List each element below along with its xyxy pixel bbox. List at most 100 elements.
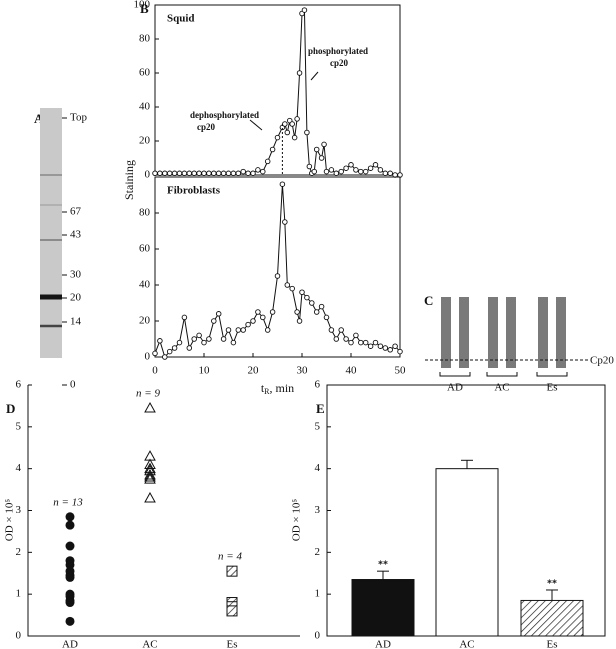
plot-frame (154, 4, 401, 176)
data-point (245, 321, 251, 328)
y-tick-label: 3 (315, 504, 321, 516)
data-point (166, 170, 173, 177)
data-point (306, 163, 313, 170)
data-point (362, 339, 369, 346)
data-point (220, 170, 227, 177)
data-point (353, 167, 359, 173)
data-point (235, 327, 242, 333)
annotation: cp20 (197, 122, 216, 132)
data-point (294, 309, 300, 315)
data-point (201, 170, 207, 177)
data-point (230, 170, 237, 177)
y-tick-label: 20 (139, 315, 151, 327)
y-tick-label: 40 (139, 279, 151, 291)
marker-label: Top (70, 112, 87, 124)
panel-letter: A (34, 111, 44, 126)
plot-frame (154, 176, 401, 358)
data-point (269, 146, 276, 153)
y-tick-label: 0 (145, 169, 151, 181)
data-point (296, 318, 303, 324)
data-point (206, 336, 212, 342)
y-tick-label: 5 (16, 420, 22, 432)
data-point (250, 318, 256, 324)
x-tick-label: 40 (346, 365, 358, 377)
data-point (289, 121, 295, 127)
x-tick-label: AC (459, 639, 474, 649)
marker-label: 14 (70, 316, 82, 328)
data-point (279, 181, 286, 187)
data-point (144, 491, 156, 503)
data-line (154, 184, 401, 358)
data-point (166, 348, 173, 355)
data-point (333, 170, 340, 177)
y-tick-label: 1 (16, 588, 22, 600)
panel-letter: C (424, 293, 433, 308)
x-tick-label: 0 (152, 365, 158, 377)
y-tick-label: 0 (315, 630, 321, 642)
data-point (162, 170, 168, 177)
series-label: Fibroblasts (167, 185, 221, 197)
data-point (343, 336, 349, 342)
gel-band (40, 324, 62, 328)
data-point (196, 332, 202, 339)
data-point (323, 168, 330, 175)
data-point (358, 168, 364, 175)
x-label-part: R (264, 387, 270, 396)
x-tick-label: AD (375, 639, 391, 649)
y-tick-label: 4 (315, 462, 321, 474)
bracket (439, 372, 471, 377)
annotation-arrow (310, 71, 319, 81)
data-point (176, 170, 183, 177)
annotation: phosphorylated (308, 46, 368, 56)
data-point (328, 327, 335, 333)
significance: ** (547, 578, 557, 589)
bracket (486, 372, 518, 377)
data-point (157, 170, 163, 177)
y-axis-label: Staining (122, 160, 136, 200)
data-point (65, 512, 75, 522)
data-point (65, 560, 75, 570)
data-point (230, 339, 237, 346)
data-point (382, 345, 389, 351)
data-point (215, 311, 222, 317)
gel-band (40, 239, 62, 241)
x-label-part: t (261, 381, 265, 395)
data-point (264, 327, 271, 333)
data-point (367, 165, 374, 171)
x-tick-label: Es (227, 639, 238, 649)
gel-band (40, 204, 62, 206)
annotation-arrow (249, 119, 263, 131)
data-point (313, 309, 320, 315)
data-point (387, 170, 393, 177)
bar (351, 579, 415, 637)
gel-band (40, 294, 62, 300)
data-point (304, 294, 310, 301)
data-point (284, 282, 291, 288)
y-tick-label: 60 (139, 67, 151, 79)
data-point (291, 134, 298, 141)
data-point (372, 162, 379, 168)
data-point (260, 168, 266, 175)
y-tick-label: 1 (315, 588, 321, 600)
y-axis-label: OD × 10⁵ (291, 499, 303, 542)
data-point (225, 170, 232, 177)
data-point (226, 605, 238, 617)
data-point (299, 289, 305, 295)
bracket (536, 372, 568, 377)
y-tick-label: 20 (139, 135, 151, 147)
data-point (313, 146, 320, 153)
data-point (65, 541, 75, 551)
panel-letter: E (316, 401, 325, 416)
x-tick-label: AD (62, 639, 78, 649)
marker-label: 43 (70, 229, 82, 241)
x-axis-label: tR, min (261, 381, 294, 396)
lane (459, 297, 469, 368)
y-tick-label: 80 (139, 33, 151, 45)
lane-label: AC (494, 382, 509, 394)
data-point (201, 339, 207, 346)
data-point (215, 170, 222, 177)
x-tick-label: 30 (297, 365, 309, 377)
lane-label: AD (447, 382, 463, 394)
data-point (240, 168, 246, 175)
y-tick-label: 4 (16, 462, 22, 474)
